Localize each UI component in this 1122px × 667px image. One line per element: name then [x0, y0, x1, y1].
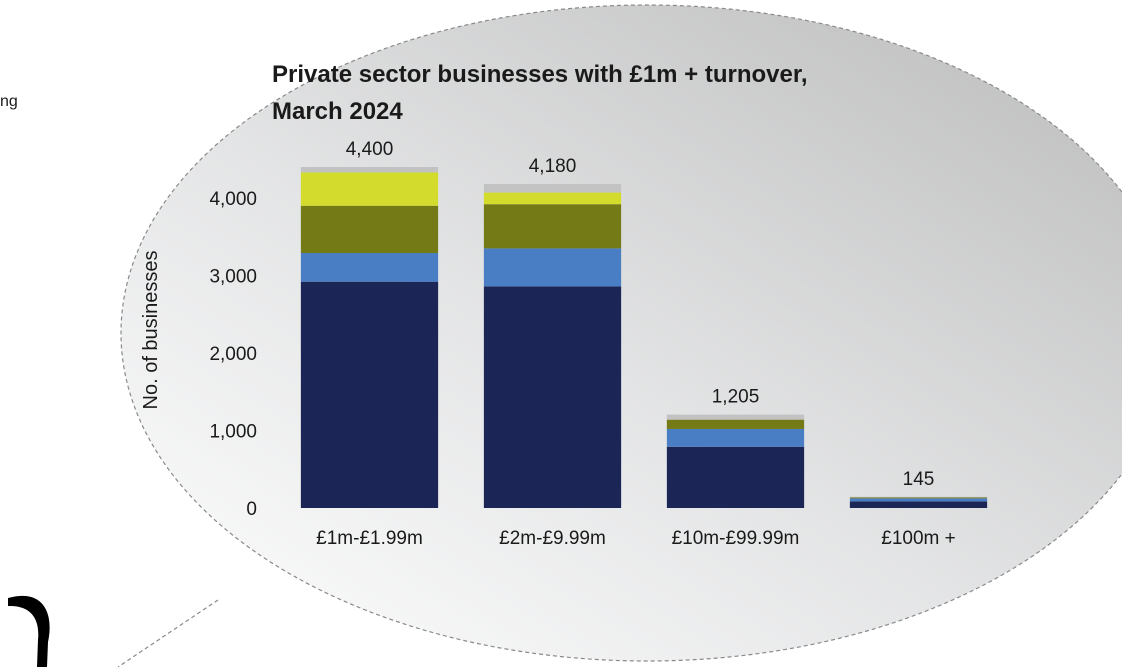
chart-title: Private sector businesses with £1m + tur… [272, 61, 814, 125]
background-text-fragment: ng [0, 93, 18, 110]
y-tick-label: 1,000 [209, 422, 257, 443]
bar-total-label: 4,180 [529, 156, 577, 177]
y-tick-label: 4,000 [209, 189, 257, 210]
x-axis: £1m-£1.99m £2m-£9.99m £10m-£99.99m £100m + [316, 528, 956, 549]
y-axis: 0 1,000 2,000 3,000 4,000 [209, 189, 257, 520]
bar-segment-2 [483, 248, 622, 287]
x-category-label: £10m-£99.99m [672, 528, 800, 549]
y-tick-label: 3,000 [209, 267, 257, 288]
bar-segment-2 [666, 428, 805, 447]
bar-total-label: 4,400 [346, 139, 394, 160]
bubble-pointer-line [117, 599, 219, 667]
chart-title-line-1: Private sector businesses with £1m + tur… [272, 61, 808, 88]
x-category-label: £100m + [881, 528, 955, 549]
y-axis-title: No. of businesses [140, 251, 162, 410]
bar-segment-3 [483, 204, 622, 249]
bar-segment-5 [849, 496, 988, 498]
bar-segment-1 [666, 446, 805, 508]
bar-total-label: 145 [903, 469, 935, 490]
bar-segment-3 [300, 205, 439, 254]
bar-series-group [300, 167, 988, 508]
x-category-label: £2m-£9.99m [499, 528, 606, 549]
bar-total-label: 1,205 [712, 387, 760, 408]
bar-segment-4 [300, 172, 439, 206]
bar-segment-5 [483, 184, 622, 193]
bar-segment-2 [849, 498, 988, 502]
bar-segment-5 [300, 167, 439, 173]
total-labels-group: 4,400 4,180 1,205 145 [346, 139, 935, 490]
x-category-label: £1m-£1.99m [316, 528, 423, 549]
bar-segment-3 [849, 497, 988, 499]
bar-segment-1 [300, 281, 439, 508]
bar-segment-1 [849, 501, 988, 508]
y-tick-label: 2,000 [209, 344, 257, 365]
y-tick-label: 0 [246, 499, 257, 520]
bracket-glyph-fragment [8, 595, 50, 667]
bar-segment-5 [666, 414, 805, 420]
bar-segment-4 [483, 192, 622, 205]
chart-title-line-2: March 2024 [272, 98, 403, 125]
bar-segment-2 [300, 253, 439, 282]
bar-segment-1 [483, 286, 622, 508]
bar-segment-3 [666, 419, 805, 429]
